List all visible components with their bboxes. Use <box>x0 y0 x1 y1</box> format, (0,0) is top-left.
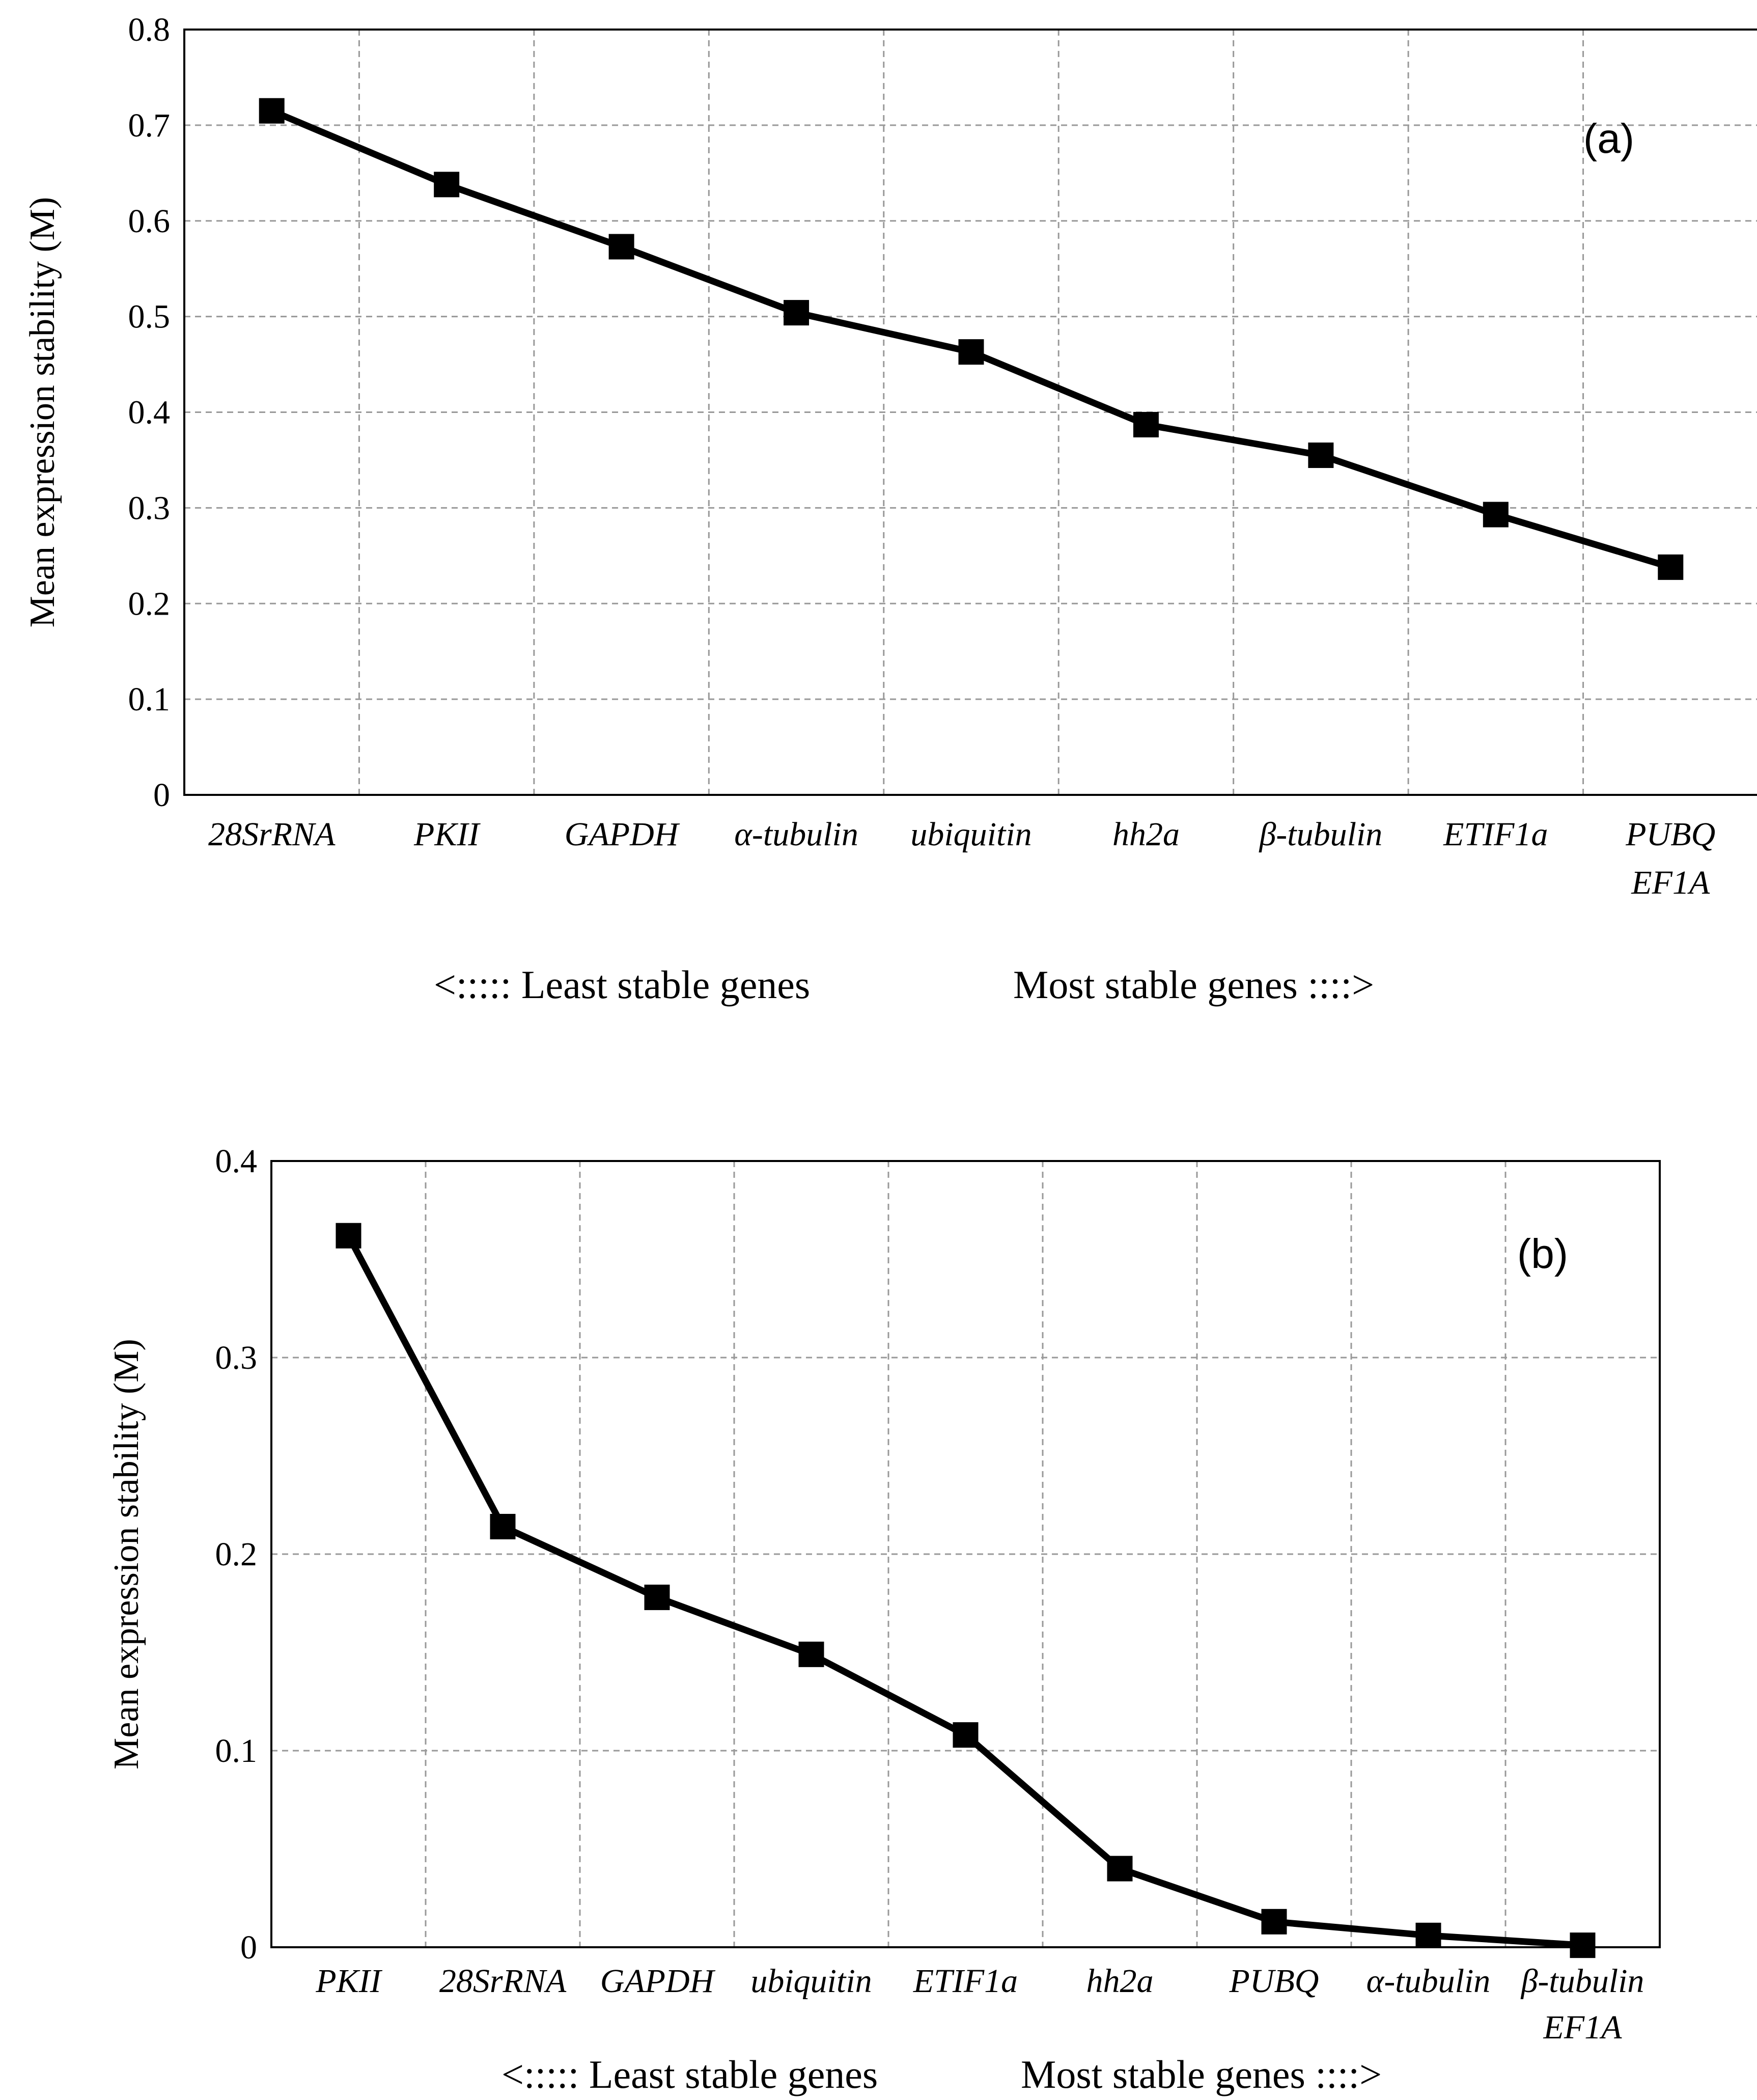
chart-a-most-stable-note: Most stable genes ::::> <box>1013 962 1374 1007</box>
chart-b-data-point <box>1415 1922 1441 1948</box>
chart-a-y-tick-label: 0.4 <box>128 394 171 431</box>
chart-b-x-categories: PKII 28SrRNA GAPDH ubiquitin ETIF1a hh2a PUBQ α… <box>315 1963 1644 2046</box>
chart-b: 0 0.1 0.2 0.3 0.4 PKII 28SrRNA GAPDH ubiquitin E… <box>107 1143 1661 2096</box>
chart-a-x-category-label: 28SrRNA <box>208 816 336 853</box>
chart-a-x-category-label-line2: EF1A <box>1631 864 1710 901</box>
chart-b-panel-label: (b) <box>1517 1231 1568 1277</box>
chart-a-y-tick-label: 0.7 <box>128 107 171 144</box>
chart-b-x-category-label: hh2a <box>1086 1963 1154 2000</box>
chart-b-plot-frame <box>270 1160 1661 1948</box>
chart-a-data-point <box>1133 411 1159 437</box>
chart-b-y-ticks: 0 0.1 0.2 0.3 0.4 <box>215 1143 258 1966</box>
chart-a-data-point <box>608 234 634 260</box>
chart-a-data-point <box>958 339 984 365</box>
chart-b-x-category-label: GAPDH <box>600 1963 716 2000</box>
chart-a-y-ticks: 0 0.1 0.2 0.3 0.4 0.5 0.6 0.7 0.8 <box>128 11 171 814</box>
chart-a-least-stable-note: <::::: Least stable genes <box>434 962 810 1007</box>
chart-a-grid <box>184 30 1757 795</box>
chart-a-x-category-label: PKII <box>413 816 481 853</box>
chart-b-markers <box>336 1223 1596 1958</box>
chart-b-most-stable-note: Most stable genes ::::> <box>1021 2052 1382 2096</box>
chart-a-panel-label: (a) <box>1583 116 1634 162</box>
chart-a: 0 0.1 0.2 0.3 0.4 0.5 0.6 0.7 0.8 28SrRNA PKII GAP… <box>23 11 1757 1007</box>
chart-a-data-point <box>1658 554 1684 580</box>
chart-b-x-category-label: ubiquitin <box>750 1963 872 2000</box>
chart-a-y-axis-label: Mean expression stability (M) <box>23 197 62 628</box>
chart-a-data-point <box>784 300 810 326</box>
chart-b-x-category-label: 28SrRNA <box>439 1963 567 2000</box>
chart-b-data-point <box>1570 1932 1596 1958</box>
chart-a-x-category-label: GAPDH <box>565 816 680 853</box>
chart-a-x-category-label: ubiquitin <box>910 816 1031 853</box>
chart-b-x-category-label: ETIF1a <box>913 1963 1018 2000</box>
chart-b-x-category-label: PKII <box>315 1963 382 2000</box>
chart-b-y-tick-label: 0.1 <box>215 1732 258 1770</box>
chart-a-x-category-label: β-tubulin <box>1258 816 1382 853</box>
chart-b-x-category-label: β-tubulin <box>1520 1963 1644 2000</box>
chart-b-data-point <box>336 1223 361 1249</box>
chart-a-markers <box>259 98 1684 580</box>
chart-a-y-tick-label: 0.8 <box>128 11 171 48</box>
chart-a-y-tick-label: 0.1 <box>128 681 171 718</box>
chart-a-y-tick-label: 0.6 <box>128 203 171 240</box>
chart-a-y-tick-label: 0.3 <box>128 489 171 527</box>
chart-b-data-point <box>798 1641 824 1667</box>
chart-a-plot-frame <box>183 29 1757 796</box>
chart-b-y-tick-label: 0.2 <box>215 1536 258 1573</box>
chart-a-data-point <box>434 172 460 198</box>
chart-a-x-category-label: α-tubulin <box>734 816 858 853</box>
chart-a-y-tick-label: 0 <box>153 777 170 814</box>
chart-b-grid <box>271 1161 1660 1947</box>
chart-b-data-point <box>953 1722 979 1748</box>
chart-b-y-axis-label: Mean expression stability (M) <box>107 1339 146 1770</box>
chart-a-y-tick-label: 0.2 <box>128 585 171 622</box>
chart-a-series-line <box>270 107 1672 571</box>
chart-b-least-stable-note: <::::: Least stable genes <box>501 2052 878 2096</box>
chart-b-data-point <box>1261 1909 1287 1935</box>
chart-a-data-point <box>1483 502 1509 528</box>
chart-a-x-category-label: PUBQ <box>1625 816 1715 853</box>
chart-b-x-category-label-line2: EF1A <box>1543 2009 1623 2046</box>
chart-b-series-line <box>345 1234 1583 1949</box>
chart-a-data-point <box>1308 443 1334 468</box>
chart-a-x-category-label: ETIF1a <box>1443 816 1548 853</box>
chart-b-data-point <box>1107 1856 1133 1882</box>
chart-b-y-tick-label: 0.3 <box>215 1339 258 1376</box>
chart-b-data-point <box>490 1513 516 1539</box>
chart-a-data-point <box>259 98 285 124</box>
chart-b-y-tick-label: 0 <box>240 1929 257 1966</box>
chart-a-y-tick-label: 0.5 <box>128 298 171 336</box>
chart-a-x-category-label: hh2a <box>1112 816 1180 853</box>
chart-a-x-categories: 28SrRNA PKII GAPDH α-tubulin ubiquitin hh2a β-… <box>208 816 1715 901</box>
chart-b-y-tick-label: 0.4 <box>215 1143 258 1180</box>
chart-b-x-category-label: α-tubulin <box>1366 1963 1491 2000</box>
chart-b-x-category-label: PUBQ <box>1229 1963 1319 2000</box>
chart-b-data-point <box>644 1584 670 1610</box>
